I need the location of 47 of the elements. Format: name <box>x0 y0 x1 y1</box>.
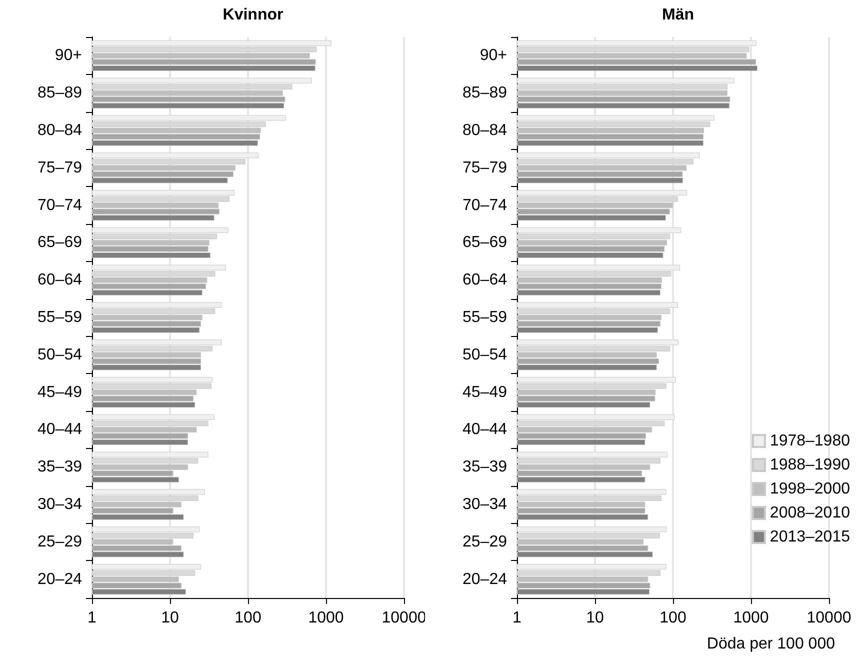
y-tick-label: 40–44 <box>462 421 508 438</box>
x-axis-title: Döda per 100 000 <box>706 636 836 652</box>
y-tick-label: 70–74 <box>462 196 508 214</box>
y-tick-label: 45–49 <box>38 384 82 401</box>
y-tick-label: 85–89 <box>38 84 82 102</box>
y-tick-label: 60–64 <box>38 272 82 289</box>
y-tick-label: 90+ <box>480 47 507 64</box>
y-tick-label: 30–34 <box>462 496 508 513</box>
y-tick-label: 75–79 <box>38 159 82 176</box>
legend-label: 1988–1990 <box>770 456 850 474</box>
x-tick-label: 1 <box>512 610 522 626</box>
y-tick-label: 65–69 <box>462 234 508 252</box>
y-tick-label: 55–59 <box>38 309 82 326</box>
chart-title: Män <box>662 6 694 24</box>
y-tick-label: 35–39 <box>462 458 508 476</box>
y-tick-label: 75–79 <box>462 159 508 176</box>
y-tick-label: 25–29 <box>462 533 508 550</box>
legend-label: 1998–2000 <box>770 480 850 498</box>
y-tick-label: 55–59 <box>462 309 508 326</box>
x-tick-label: 1000 <box>308 610 344 626</box>
legend-label: 1978–1980 <box>770 432 850 450</box>
y-tick-label: 25–29 <box>38 533 82 550</box>
y-tick-label: 20–24 <box>462 570 508 588</box>
chart-title: Kvinnor <box>222 6 284 24</box>
x-tick-label: 10 <box>586 610 604 626</box>
y-tick-label: 50–54 <box>462 346 508 364</box>
y-tick-label: 30–34 <box>38 496 82 513</box>
y-tick-label: 35–39 <box>38 458 82 476</box>
y-tick-label: 40–44 <box>38 421 82 438</box>
y-tick-label: 45–49 <box>462 384 508 401</box>
x-tick-label: 1 <box>88 610 97 626</box>
x-tick-label: 10000 <box>806 610 852 626</box>
x-tick-label: 100 <box>234 610 262 626</box>
x-tick-label: 10 <box>161 610 179 626</box>
y-tick-label: 80–84 <box>38 122 82 139</box>
y-tick-label: 60–64 <box>462 272 508 289</box>
legend-label: 2008–2010 <box>770 504 850 522</box>
y-tick-label: 20–24 <box>38 570 82 588</box>
y-tick-label: 70–74 <box>38 196 82 214</box>
y-tick-label: 85–89 <box>462 84 508 102</box>
legend-label: 2013–2015 <box>770 528 850 546</box>
x-tick-label: 1000 <box>733 610 769 626</box>
y-tick-label: 65–69 <box>38 234 82 252</box>
y-tick-label: 90+ <box>54 47 82 64</box>
y-tick-label: 80–84 <box>462 122 508 139</box>
x-tick-label: 100 <box>660 610 686 626</box>
y-tick-label: 50–54 <box>38 346 82 364</box>
